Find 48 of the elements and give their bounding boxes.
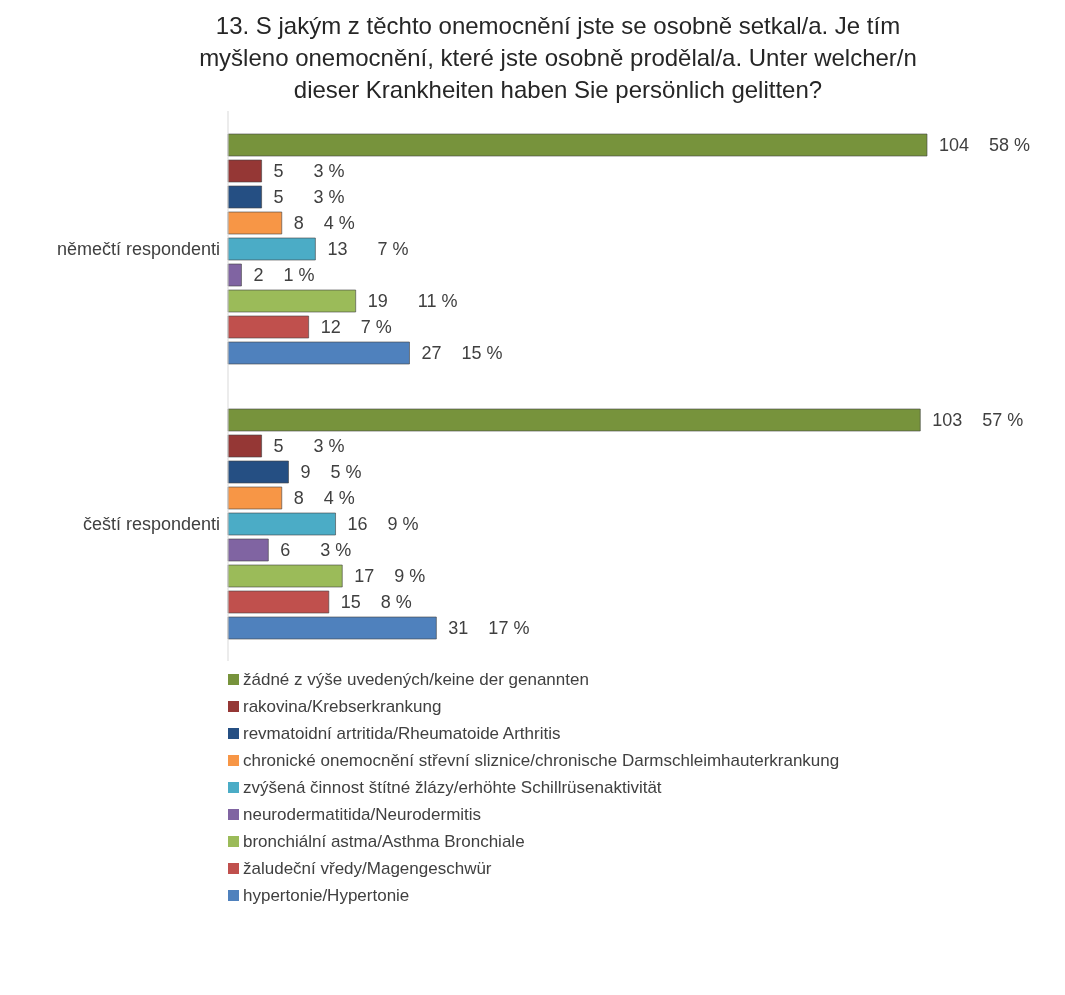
data-label: 31 17 % bbox=[448, 618, 530, 639]
y-tick-label: němečtí respondenti bbox=[56, 238, 220, 259]
bar bbox=[227, 512, 336, 536]
data-label: 19 11 % bbox=[367, 291, 458, 312]
bar bbox=[227, 434, 262, 458]
data-label: 15 8 % bbox=[340, 592, 412, 613]
legend-label: žádné z výše uvedených/keine der genannten bbox=[243, 669, 589, 691]
legend-label: chronické onemocnění střevní sliznice/chronische Darmschleimhauterkrankung bbox=[243, 750, 840, 772]
bar bbox=[227, 486, 283, 510]
data-label: 104 58 % bbox=[939, 135, 1031, 156]
legend-label: neurodermatitida/Neurodermitis bbox=[243, 804, 482, 826]
bar bbox=[227, 263, 242, 287]
bar bbox=[227, 564, 343, 588]
legend-label: hypertonie/Hypertonie bbox=[243, 885, 410, 907]
data-label: 27 15 % bbox=[421, 343, 503, 364]
data-label: 12 7 % bbox=[320, 317, 392, 338]
data-label: 5 3 % bbox=[273, 187, 345, 208]
bar bbox=[227, 315, 309, 339]
bar bbox=[227, 590, 330, 614]
data-label: 6 3 % bbox=[280, 540, 352, 561]
bar bbox=[227, 289, 356, 313]
data-label: 8 4 % bbox=[293, 488, 355, 509]
data-label: 103 57 % bbox=[932, 410, 1024, 431]
legend-label: bronchiální astma/Asthma Bronchiale bbox=[243, 831, 525, 853]
legend-label: žaludeční vředy/Magengeschwür bbox=[243, 858, 492, 880]
data-label: 9 5 % bbox=[300, 462, 362, 483]
data-label: 13 7 % bbox=[327, 239, 409, 260]
bar bbox=[227, 211, 283, 235]
legend-label: zvýšená činnost štítné žlázy/erhöhte Schillrüsenaktivität bbox=[243, 777, 662, 799]
bar bbox=[227, 616, 437, 640]
data-label: 5 3 % bbox=[273, 436, 345, 457]
bar bbox=[227, 460, 289, 484]
bar bbox=[227, 237, 316, 261]
bar bbox=[227, 159, 262, 183]
bar bbox=[227, 133, 928, 157]
data-label: 8 4 % bbox=[293, 213, 355, 234]
bar bbox=[227, 408, 921, 432]
data-label: 17 9 % bbox=[354, 566, 426, 587]
bar bbox=[227, 341, 410, 365]
bar bbox=[227, 185, 262, 209]
legend-label: rakovina/Krebserkrankung bbox=[243, 696, 442, 718]
legend-label: revmatoidní artritida/Rheumatoide Arthritis bbox=[243, 723, 561, 745]
chart-title: 13. S jakým z těchto onemocnění jste se osobně setkal/a. Je tím myšleno onemocnění, které jste osobně prodělal/a. Unter welcher/n dieser Krankheiten haben Sie persönlich gelitten? bbox=[198, 11, 918, 105]
data-label: 2 1 % bbox=[253, 265, 315, 286]
y-tick-label: čeští respondenti bbox=[82, 513, 220, 534]
data-label: 16 9 % bbox=[347, 514, 419, 535]
bar bbox=[227, 538, 269, 562]
data-label: 5 3 % bbox=[273, 161, 345, 182]
